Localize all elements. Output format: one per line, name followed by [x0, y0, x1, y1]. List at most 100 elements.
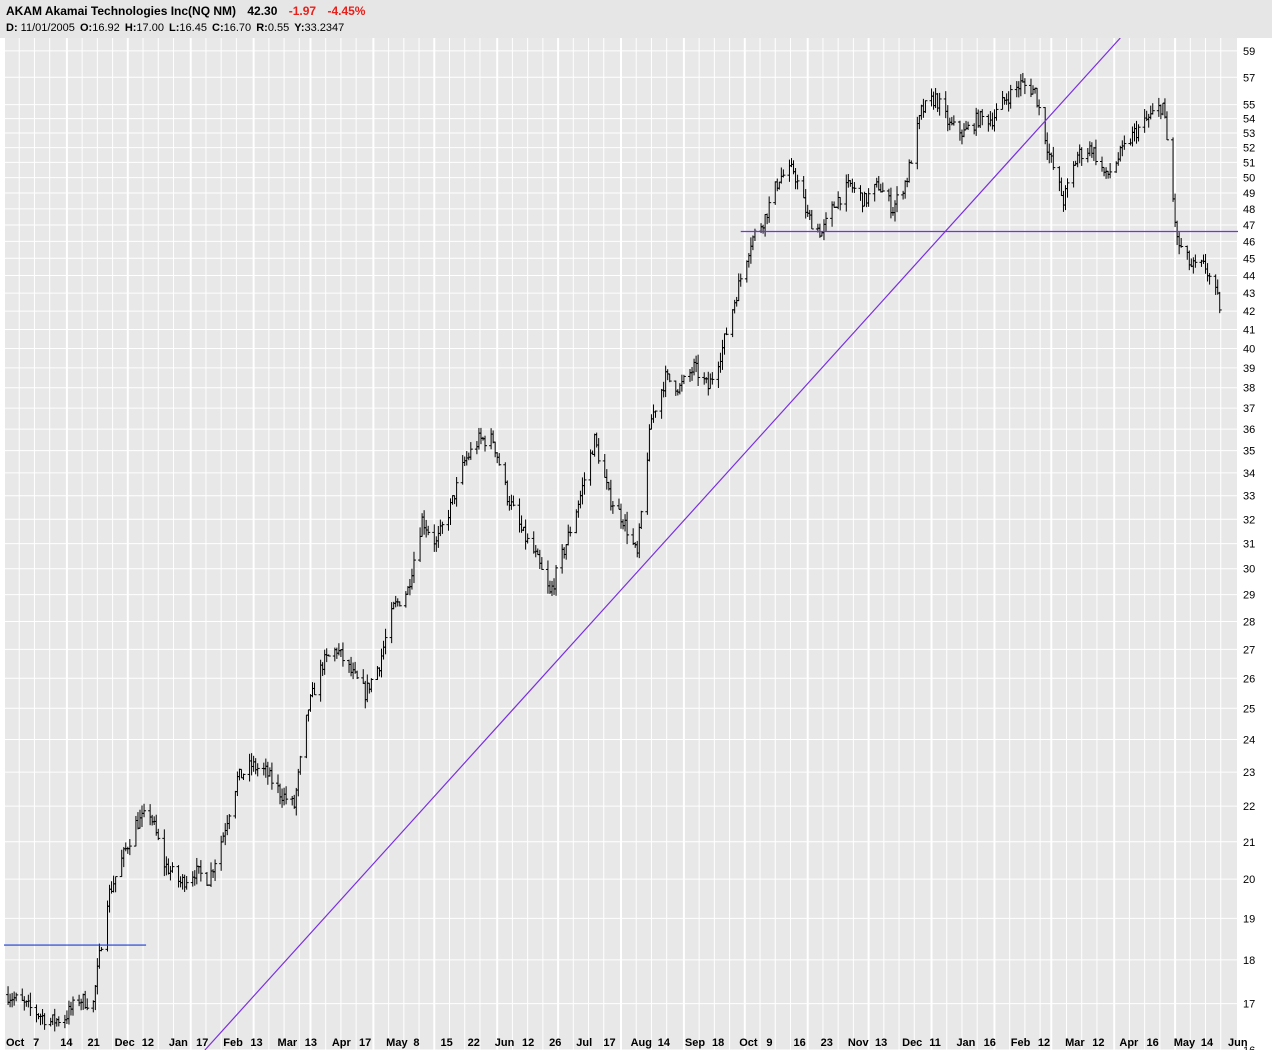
quote-line: AKAM Akamai Technologies Inc(NQ NM) 42.3…	[6, 4, 365, 18]
y-tick-label: 19	[1243, 913, 1255, 925]
ohlc-bar	[554, 565, 559, 596]
x-tick-label: 12	[1092, 1037, 1104, 1049]
y-value: 33.2347	[304, 22, 345, 34]
trendline	[204, 38, 1121, 1050]
y-tick-label: 20	[1243, 874, 1255, 886]
ohlc-bar	[1164, 111, 1169, 141]
y-tick-label: 59	[1243, 46, 1255, 58]
x-tick-label: Sep	[685, 1037, 705, 1049]
y-tick-label: 38	[1243, 383, 1255, 395]
x-tick-label: 17	[196, 1037, 208, 1049]
y-tick-label: 33	[1243, 491, 1255, 503]
ohlc-bar	[1093, 139, 1098, 166]
x-tick-label: Mar	[278, 1037, 298, 1049]
ohlc-bar	[56, 1016, 61, 1027]
ohlc-bar	[909, 160, 914, 164]
ohlc-bar	[340, 642, 345, 667]
low-value: 16.45	[179, 22, 207, 34]
x-tick-label: Nov	[848, 1037, 870, 1049]
ohlc-bar	[781, 169, 786, 178]
ohlc-bar	[639, 510, 644, 530]
y-tick-label: 18	[1243, 955, 1255, 967]
ohlc-bar	[880, 182, 885, 193]
ohlc-bar	[1008, 84, 1013, 109]
x-tick-label: 13	[305, 1037, 317, 1049]
ohlc-bar	[625, 511, 630, 545]
y-tick-label: 22	[1243, 801, 1255, 813]
x-tick-label: 7	[33, 1037, 39, 1049]
y-tick-label: 55	[1243, 100, 1255, 112]
ohlc-readout: D: 11/01/2005 O:16.92 H:17.00 L:16.45 C:…	[6, 22, 346, 34]
x-tick-label: 22	[468, 1037, 480, 1049]
ohlc-bar	[127, 839, 132, 856]
ohlc-bar	[1136, 124, 1141, 142]
ohlc-bar	[1022, 78, 1027, 95]
ohlc-bar	[525, 533, 530, 544]
ohlc-bar	[255, 763, 260, 777]
ohlc-bar	[411, 551, 416, 584]
x-tick-label: Dec	[902, 1037, 922, 1049]
y-tick-label: 41	[1243, 325, 1255, 337]
ohlc-bar	[326, 654, 331, 657]
ohlc-bar	[383, 628, 388, 655]
date-value: 11/01/2005	[20, 22, 75, 34]
y-tick-label: 47	[1243, 220, 1255, 232]
ohlc-bar	[142, 803, 147, 818]
ohlc-bar	[298, 755, 303, 775]
ohlc-bar	[1051, 146, 1056, 170]
ohlc-bar	[539, 557, 544, 570]
x-tick-label: Mar	[1065, 1037, 1085, 1049]
ohlc-bar	[397, 601, 402, 607]
ohlc-bar	[269, 762, 274, 790]
ohlc-bar	[1079, 147, 1084, 166]
y-tick-label: 54	[1243, 114, 1255, 126]
x-tick-label: Oct	[6, 1037, 25, 1049]
x-tick-label: 17	[603, 1037, 615, 1049]
x-axis: Oct 7 14 21 Dec 12 Jan 17 Feb 13 Mar 13 Apr 17 May 8 15 2…	[6, 1037, 1248, 1049]
ohlc-bar	[681, 374, 686, 385]
x-tick-label: 12	[522, 1037, 534, 1049]
ohlc-bar	[710, 372, 715, 385]
x-tick-label: 14	[1201, 1037, 1214, 1049]
ohlc-bar	[653, 410, 658, 418]
ohlc-bar	[284, 786, 289, 805]
ohlc-bar	[170, 862, 175, 873]
open-label: O:	[79, 22, 93, 34]
y-tick-label: 26	[1243, 673, 1255, 685]
ohlc-bar	[966, 121, 971, 130]
ohlc-bar	[795, 174, 800, 190]
ohlc-bar	[809, 209, 814, 230]
y-tick-label: 42	[1243, 306, 1255, 318]
x-tick-label: Oct	[739, 1037, 758, 1049]
price-change-percent: -4.45%	[327, 4, 366, 18]
ohlc-bar	[184, 876, 189, 890]
x-tick-label: 17	[359, 1037, 371, 1049]
ohlc-bar	[852, 182, 857, 193]
ohlc-bar	[1150, 103, 1155, 115]
ohlc-bar	[497, 453, 502, 466]
y-tick-label: 27	[1243, 644, 1255, 656]
y-tick-label: 39	[1243, 363, 1255, 375]
ohlc-bar	[568, 526, 573, 537]
x-tick-label: 12	[1038, 1037, 1050, 1049]
y-tick-label: 46	[1243, 236, 1255, 248]
y-tick-label: 31	[1243, 539, 1255, 551]
ohlc-bar	[156, 828, 161, 841]
ohlc-bar	[1037, 99, 1042, 116]
y-tick-label: 28	[1243, 617, 1255, 629]
ohlc-bar	[28, 992, 33, 1016]
high-value: 17.00	[136, 22, 164, 34]
ohlc-bar	[724, 327, 729, 336]
ohlc-bar	[99, 947, 104, 952]
ohlc-bar	[1217, 291, 1222, 314]
x-tick-label: Apr	[1119, 1037, 1139, 1049]
price-chart[interactable]: 16 17 18 19 20 21 22 23 24 25 26 27 28 29 30 31 32 33 34 35…	[0, 38, 1272, 1050]
x-tick-label: Jan	[956, 1037, 975, 1049]
ohlc-bar	[866, 188, 871, 207]
ohlc-bar	[937, 92, 942, 116]
x-tick-label: 8	[413, 1037, 419, 1049]
x-tick-label: Feb	[223, 1037, 243, 1049]
ohlc-bar	[923, 100, 928, 113]
y-tick-label: 48	[1243, 204, 1255, 216]
y-tick-label: 37	[1243, 403, 1255, 415]
